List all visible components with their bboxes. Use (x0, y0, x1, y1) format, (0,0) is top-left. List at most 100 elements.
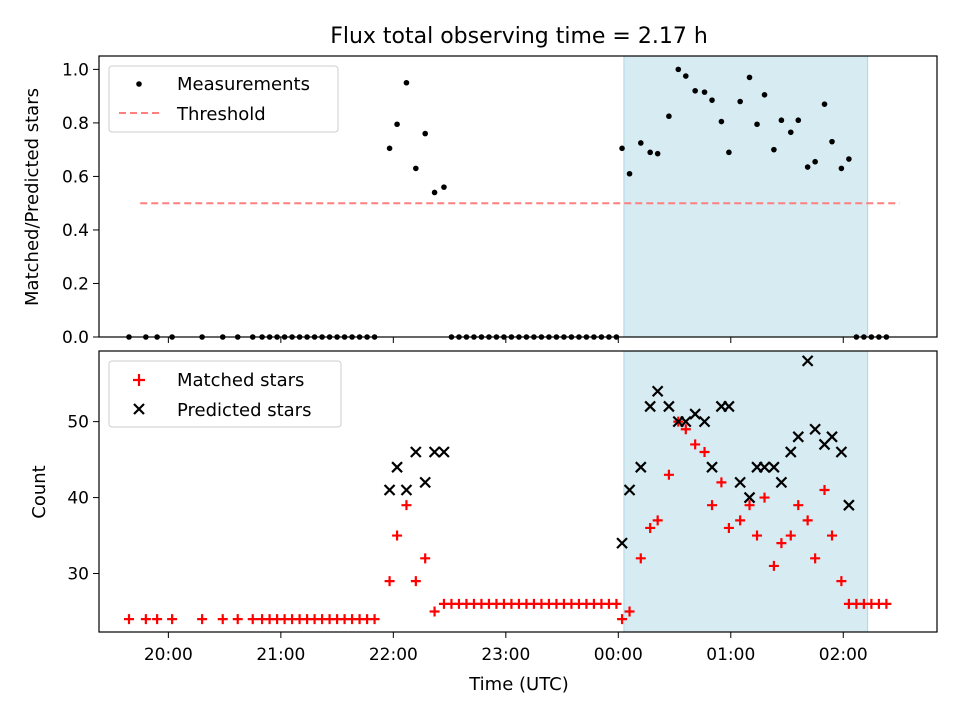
measurement-point (795, 117, 802, 124)
matched-stars-point (123, 614, 134, 625)
measurement-point (619, 145, 625, 152)
matched-stars-point (247, 614, 258, 625)
measurement-point (812, 158, 818, 165)
matched-stars-point (152, 614, 163, 625)
measurement-point (778, 117, 785, 124)
matched-stars-point (785, 530, 796, 541)
matched-stars-point (410, 576, 421, 587)
measurement-point (754, 121, 760, 128)
legend-measurements-label: Measurements (177, 74, 310, 95)
legend-predicted-marker (133, 403, 145, 415)
matched-stars-point (663, 469, 674, 480)
matched-stars-point (836, 576, 847, 587)
matched-stars-point (776, 538, 787, 549)
measurement-point (654, 150, 661, 157)
bottom-legend-frame (108, 360, 342, 428)
top-y-tick-label: 0.2 (62, 274, 89, 294)
measurement-point (737, 98, 743, 105)
predicted-stars-point (734, 476, 746, 489)
predicted-stars-point (419, 476, 431, 489)
predicted-stars-point (801, 355, 814, 367)
x-tick-label: 20:00 (144, 645, 193, 665)
measurement-point (637, 140, 644, 146)
predicted-stars-point (826, 431, 838, 443)
matched-stars-point (752, 530, 763, 541)
top-y-axis-label: Matched/Predicted stars (22, 88, 43, 306)
predicted-stars-point (843, 499, 855, 511)
predicted-stars-point (706, 461, 718, 473)
predicted-stars-point (775, 476, 788, 489)
matched-stars-point (793, 500, 804, 511)
predicted-stars-point (743, 491, 756, 504)
predicted-stars-point (698, 415, 711, 428)
top-y-tick-label: 1.0 (62, 60, 89, 80)
top-y-ticks: 0.0 0.2 0.4 0.6 0.8 1.0 (62, 60, 99, 348)
matched-stars-point (624, 606, 635, 617)
measurement-point (394, 121, 400, 128)
matched-stars-point (401, 500, 412, 511)
observing-interval-shade (623, 350, 869, 633)
measurement-point (804, 164, 811, 170)
predicted-stars-point (809, 423, 821, 436)
measurement-point (761, 92, 768, 98)
x-tick-label: 02:00 (819, 645, 868, 665)
matched-stars-point (217, 614, 228, 625)
matched-stars-point (611, 598, 622, 609)
matched-stars-point (420, 553, 431, 564)
predicted-stars-point (792, 431, 805, 443)
predicted-stars-point (644, 400, 656, 413)
measurement-point (726, 149, 732, 156)
matched-stars-point (635, 553, 646, 564)
matched-stars-point (723, 522, 734, 533)
matched-stars-point (819, 484, 830, 495)
bottom-panel: 30 40 50 20:00 21:00 22:00 23:00 00:00 01:00 02:… (29, 350, 938, 695)
matched-stars-point (645, 522, 656, 533)
measurement-point (386, 145, 393, 152)
measurement-point (647, 149, 653, 156)
legend-threshold-label: Threshold (176, 104, 266, 125)
measurement-point (441, 184, 447, 190)
predicted-stars-point (680, 415, 692, 428)
matched-stars-point (140, 614, 151, 625)
figure-title: Flux total observing time = 2.17 h (330, 24, 708, 49)
measurement-point (709, 97, 715, 103)
matched-stars-point (735, 515, 746, 526)
matched-stars-point (617, 614, 628, 625)
measurement-point (838, 165, 845, 172)
matched-stars-point (232, 614, 243, 625)
matched-stars-point (716, 477, 727, 488)
measurement-point (821, 101, 828, 107)
bottom-y-tick-label: 30 (67, 565, 89, 585)
predicted-stars-point (400, 484, 413, 496)
bottom-legend: Matched stars Predicted stars (108, 360, 342, 428)
matched-stars-point (167, 614, 178, 625)
matched-stars-point (802, 515, 813, 526)
matched-stars-point (744, 500, 755, 511)
matched-stars-point (197, 614, 208, 625)
measurement-point (682, 73, 689, 79)
predicted-stars-point (635, 461, 647, 473)
observing-interval-shade (623, 55, 869, 338)
predicted-stars-point (651, 385, 664, 398)
predicted-stars-point (383, 484, 396, 496)
top-y-tick-label: 0.6 (62, 167, 89, 187)
predicted-stars-point (723, 400, 735, 413)
predicted-stars-point (768, 461, 780, 473)
predicted-stars-point (623, 484, 636, 496)
predicted-stars-point (689, 408, 701, 420)
measurement-point (413, 165, 419, 172)
x-tick-label: 21:00 (256, 645, 305, 665)
measurement-point (666, 113, 672, 120)
top-legend: Measurements Threshold (108, 65, 339, 133)
measurement-point (626, 170, 633, 177)
matched-stars-point (810, 553, 821, 564)
matched-stars-point (392, 530, 403, 541)
top-y-tick-label: 0.4 (62, 221, 89, 241)
x-axis-label: Time (UTC) (468, 674, 569, 695)
predicted-stars-point (438, 446, 450, 458)
bottom-y-axis-label: Count (29, 465, 50, 518)
matched-stars-point (429, 606, 440, 617)
predicted-stars-point (428, 446, 441, 458)
top-legend-frame (108, 65, 339, 133)
